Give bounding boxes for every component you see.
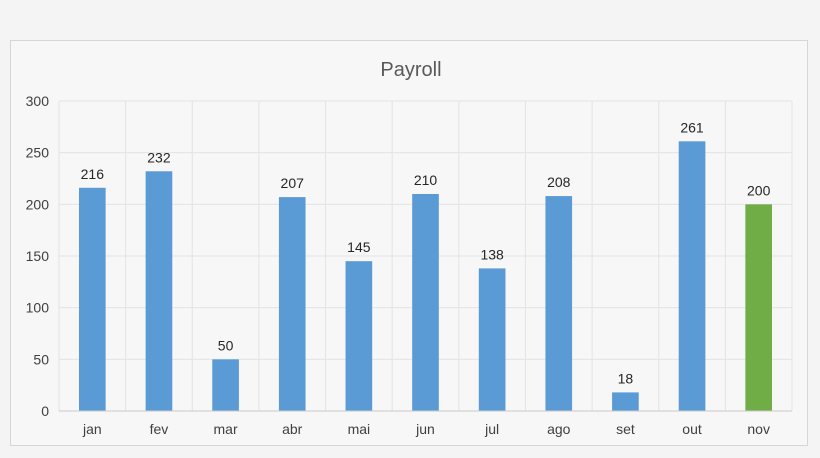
- data-label-jan: 216: [81, 166, 105, 182]
- data-label-jun: 210: [414, 172, 438, 188]
- data-labels: 216 232 50 207 145 210 138 208 18 261 200: [81, 119, 771, 386]
- y-tick-label: 200: [26, 196, 50, 212]
- bar-jul: [478, 268, 506, 411]
- gridlines: [58, 100, 793, 411]
- bar-mai: [345, 261, 373, 411]
- x-tick-label-fev: fev: [150, 421, 169, 437]
- x-tick-label-set: set: [616, 421, 635, 437]
- chart-panel: Payroll 216 232 50 207 145 210 138 208 18 261 200 …: [10, 40, 808, 446]
- x-tick-label-abr: abr: [282, 421, 303, 437]
- bar-chart: Payroll 2162325020714521013820818261200 …: [26, 59, 793, 437]
- y-tick-label: 150: [26, 248, 50, 264]
- bar-abr: [278, 197, 306, 411]
- y-tick-label: 250: [26, 145, 50, 161]
- data-label-ago: 208: [547, 174, 571, 190]
- y-tick-label: 0: [41, 403, 49, 419]
- y-axis: 0 50 100 150 200 250 300: [26, 93, 50, 419]
- data-label-mai: 145: [347, 239, 371, 255]
- x-tick-label-nov: nov: [747, 421, 770, 437]
- data-label-mar: 50: [218, 337, 234, 353]
- bar-jan: [78, 187, 106, 411]
- x-tick-label-jul: jul: [484, 421, 499, 437]
- bars: [78, 141, 773, 412]
- data-label-nov: 200: [747, 182, 771, 198]
- bar-ago: [545, 196, 573, 411]
- data-label-jul: 138: [480, 246, 504, 262]
- x-tick-label-mai: mai: [348, 421, 371, 437]
- x-tick-label-jun: jun: [415, 421, 435, 437]
- x-tick-label-ago: ago: [547, 421, 571, 437]
- x-tick-label-out: out: [682, 421, 702, 437]
- data-label-out: 261: [680, 119, 704, 135]
- data-label-abr: 207: [281, 175, 305, 191]
- bar-fev: [145, 171, 173, 411]
- chart-title: Payroll: [380, 59, 441, 81]
- bar-mar: [212, 359, 239, 411]
- x-tick-label-mar: mar: [214, 421, 238, 437]
- bar-out: [678, 141, 706, 412]
- bar-jun: [412, 194, 439, 411]
- y-tick-label: 50: [33, 351, 49, 367]
- y-tick-label: 300: [26, 93, 50, 109]
- y-tick-label: 100: [26, 300, 50, 316]
- bar-nov: [745, 204, 773, 411]
- data-label-set: 18: [618, 370, 634, 386]
- x-tick-label-jan: jan: [82, 421, 102, 437]
- x-axis: jan fev mar abr mai jun jul ago set out nov: [59, 410, 792, 437]
- bar-set: [612, 392, 639, 411]
- data-label-fev: 232: [147, 149, 171, 165]
